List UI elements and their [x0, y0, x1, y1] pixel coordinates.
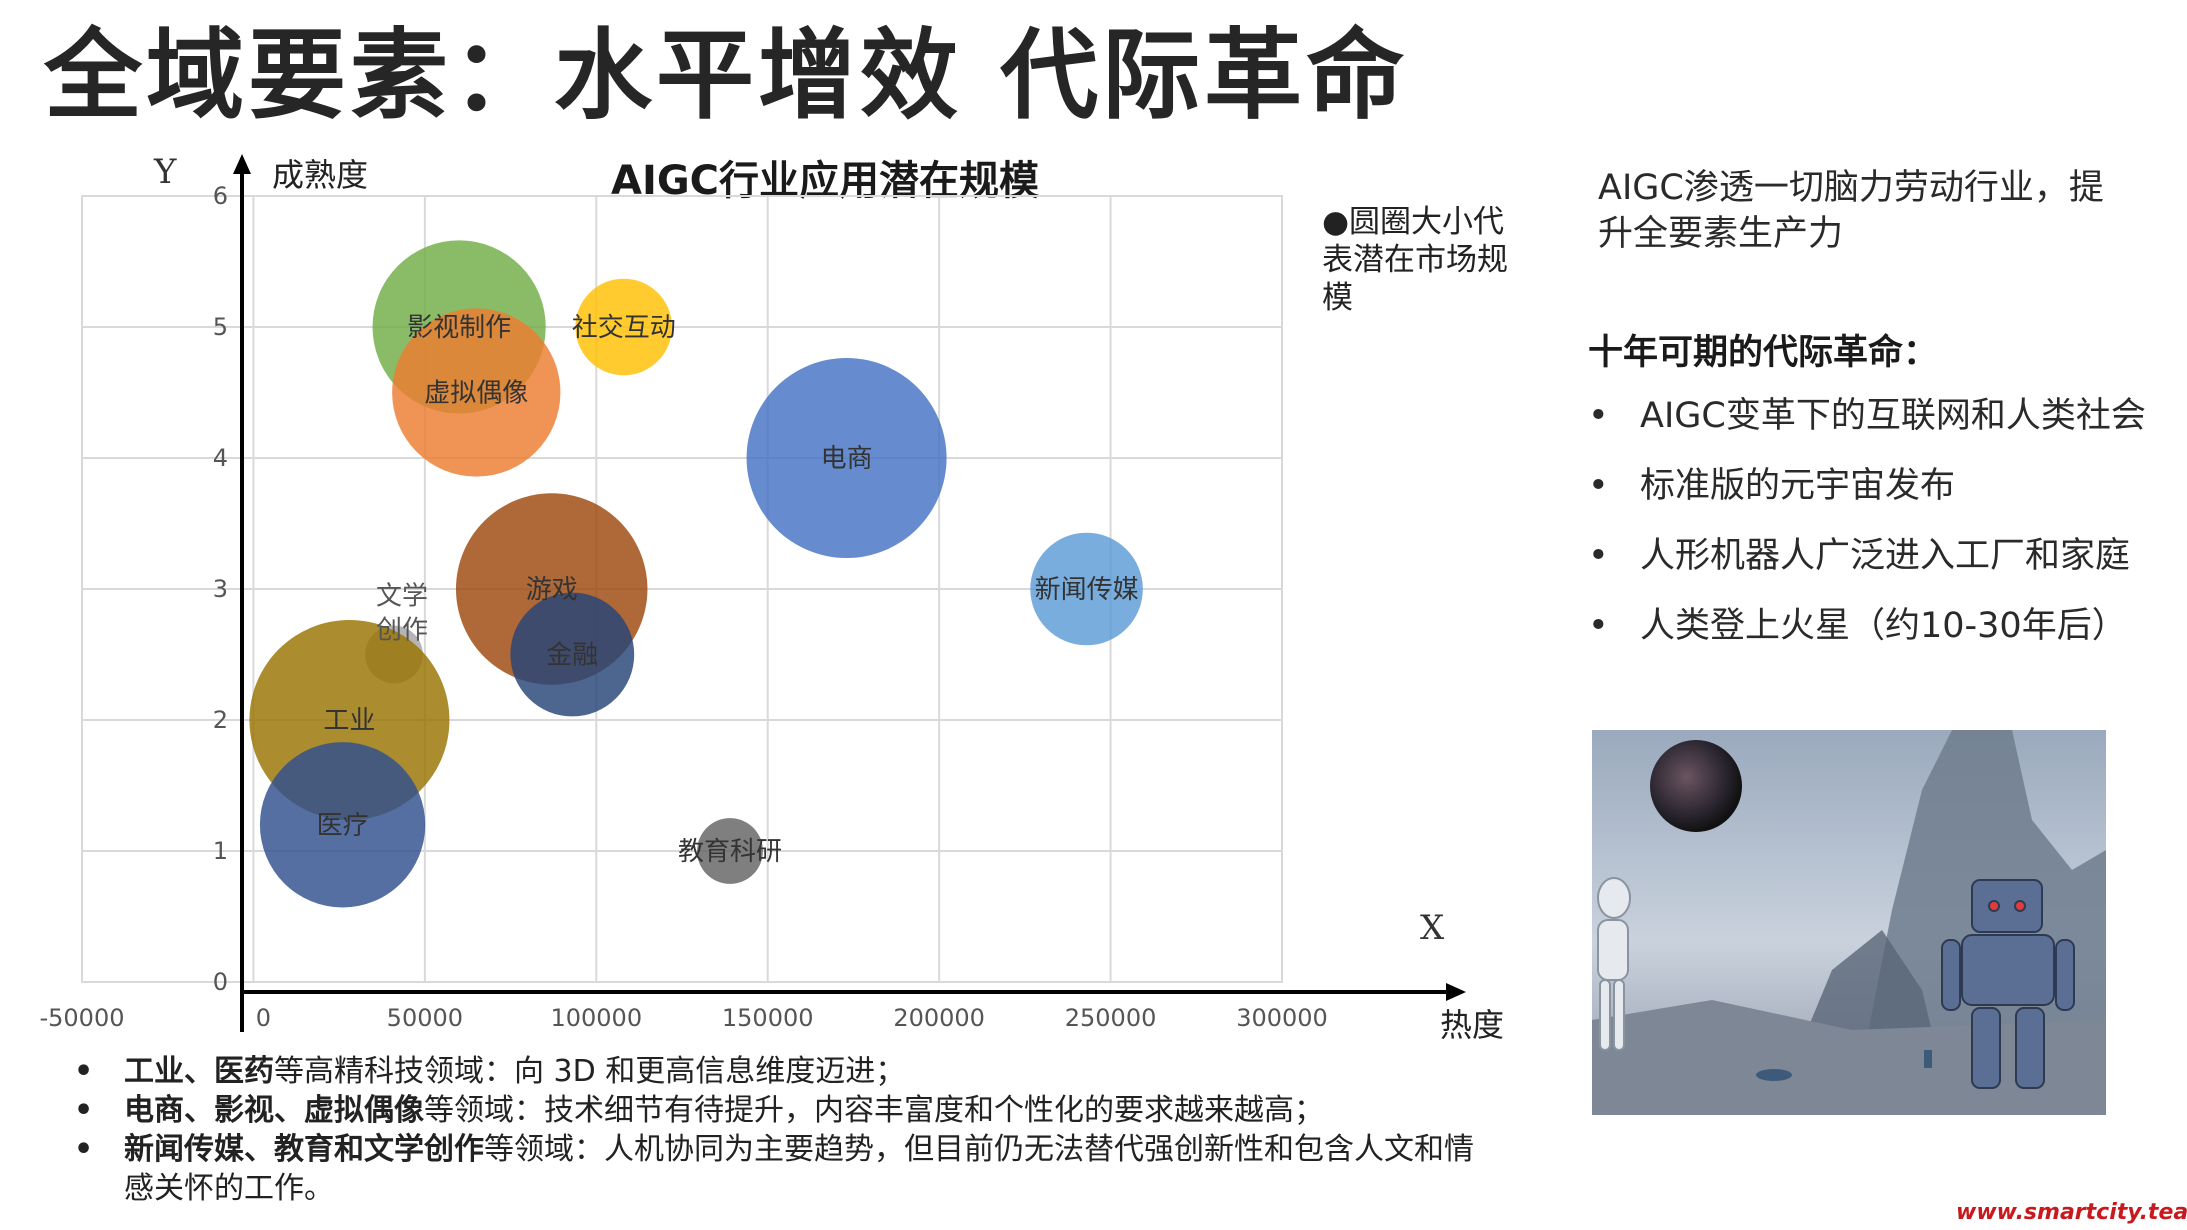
bubble	[392, 308, 561, 477]
bubble-label: 新闻传媒	[1035, 575, 1139, 605]
x-tick-label: 300000	[1236, 1004, 1328, 1032]
y-axis-letter: Y	[154, 152, 177, 192]
bubble-label: 教育科研	[678, 837, 782, 867]
x-tick-label: 0	[256, 1004, 271, 1032]
sidebar-list: AIGC变革下的互联网和人类社会 标准版的元宇宙发布 人形机器人广泛进入工厂和家…	[1588, 392, 2146, 672]
y-tick-label: 4	[213, 444, 228, 472]
note-text: 等领域：人机协同为主要趋势，但目前仍无法替代强创新性和包含人文和情感关怀的工作。	[124, 1132, 1474, 1206]
bubble-label: 电商	[821, 444, 873, 474]
bubble-label: 游戏	[526, 575, 578, 605]
bubble	[575, 278, 673, 376]
sidebar-intro: AIGC渗透一切脑力劳动行业，提升全要素生产力	[1598, 168, 2104, 254]
bubble-label: 影视制作	[407, 313, 511, 343]
y-tick-label: 6	[213, 182, 228, 210]
y-tick-label: 0	[213, 968, 228, 996]
bubble-label: 社交互动	[572, 313, 676, 343]
y-tick-label: 1	[213, 837, 228, 865]
x-tick-label: 200000	[893, 1004, 985, 1032]
note-bold: 电商、影视、虚拟偶像	[124, 1093, 424, 1128]
y-tick-label: 3	[213, 575, 228, 603]
x-axis-letter: X	[1420, 908, 1445, 948]
bubble	[510, 592, 635, 717]
bubble	[746, 358, 947, 558]
bubble-label: 工业	[323, 706, 375, 736]
bubble-label: 医疗	[317, 811, 369, 841]
y-axis-label: 成熟度	[272, 156, 369, 194]
y-tick-label: 5	[213, 313, 228, 341]
x-tick-label: 100000	[550, 1004, 642, 1032]
bubble	[697, 818, 763, 884]
bubble-size-note: ●圆圈大小代表潜在市场规模	[1322, 204, 1508, 316]
x-axis-label: 热度	[1440, 1006, 1505, 1044]
sidebar-heading: 十年可期的代际革命：	[1588, 333, 1939, 373]
sidebar-item: AIGC变革下的互联网和人类社会	[1588, 392, 2146, 462]
note-bold: 工业、医药	[124, 1054, 274, 1089]
note-text: 等高精科技领域：向 3D 和更高信息维度迈进；	[274, 1054, 906, 1089]
notes-list: 工业、医药等高精科技领域：向 3D 和更高信息维度迈进； 电商、影视、虚拟偶像等…	[74, 1052, 1494, 1208]
bubble-label: 文学	[376, 582, 428, 612]
bubble	[1030, 532, 1143, 646]
x-axis-arrow	[1446, 983, 1466, 1001]
robots-planet-image	[1592, 730, 2106, 1115]
bubble-label: 创作	[376, 616, 428, 646]
note-item: 新闻传媒、教育和文学创作等领域：人机协同为主要趋势，但目前仍无法替代强创新性和包…	[74, 1130, 1494, 1208]
note-text: 等领域：技术细节有待提升，内容丰富度和个性化的要求越来越高；	[424, 1093, 1324, 1128]
note-bold: 新闻传媒、教育和文学创作	[124, 1132, 484, 1167]
watermark: www.smartcity.team	[1956, 1200, 2187, 1225]
x-tick-label: 250000	[1065, 1004, 1157, 1032]
sidebar-item: 人类登上火星（约10-30年后）	[1588, 602, 2146, 672]
x-tick-label: 150000	[722, 1004, 814, 1032]
sidebar-item: 标准版的元宇宙发布	[1588, 462, 2146, 532]
x-tick-label: -50000	[39, 1004, 124, 1032]
y-axis-arrow	[233, 154, 251, 174]
bubble	[259, 742, 426, 908]
sidebar-item: 人形机器人广泛进入工厂和家庭	[1588, 532, 2146, 602]
note-item: 工业、医药等高精科技领域：向 3D 和更高信息维度迈进；	[74, 1052, 1494, 1091]
x-tick-label: 50000	[387, 1004, 463, 1032]
bubble-label: 虚拟偶像	[424, 379, 528, 409]
page-title: 全域要素：水平增效 代际革命	[44, 19, 1409, 133]
bubble-label: 金融	[546, 641, 598, 671]
note-item: 电商、影视、虚拟偶像等领域：技术细节有待提升，内容丰富度和个性化的要求越来越高；	[74, 1091, 1494, 1130]
y-tick-label: 2	[213, 706, 228, 734]
